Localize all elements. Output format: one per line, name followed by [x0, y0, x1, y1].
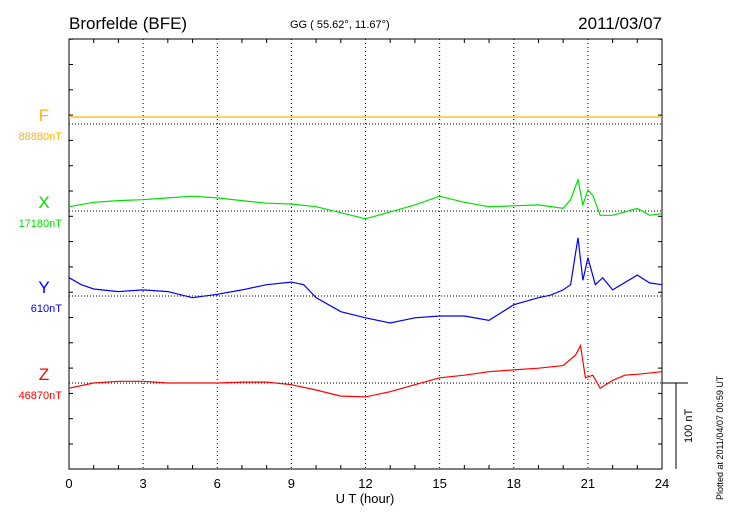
x-tick-label: 6 — [214, 476, 221, 491]
plotted-timestamp: Plotted at 2011/04/07 00:59 UT — [715, 375, 725, 500]
x-tick-label: 15 — [432, 476, 446, 491]
baseline-label-X: 17180nT — [19, 218, 63, 230]
x-tick-label: 9 — [288, 476, 295, 491]
x-tick-label: 0 — [65, 476, 72, 491]
baseline-label-F: 88880nT — [19, 131, 63, 143]
series-line-Z — [68, 343, 663, 398]
coords-label: GG ( 55.62°, 11.67°) — [290, 19, 390, 31]
x-tick-label: 12 — [358, 476, 372, 491]
x-axis-label: U T (hour) — [336, 491, 395, 506]
date-label: 2011/03/07 — [578, 14, 662, 33]
baseline-label-Z: 46870nT — [19, 390, 63, 402]
station-title: Brorfelde (BFE) — [69, 14, 187, 33]
baseline-label-Y: 610nT — [31, 303, 62, 315]
x-tick-label: 24 — [655, 476, 669, 491]
scale-bar-label: 100 nT — [683, 408, 695, 443]
series-name-X: X — [38, 193, 49, 212]
x-tick-label: 21 — [581, 476, 595, 491]
series-line-X — [68, 177, 663, 220]
series-name-Z: Z — [39, 365, 49, 384]
x-tick-label: 3 — [140, 476, 147, 491]
series-name-F: F — [39, 106, 49, 125]
x-tick-label: 18 — [507, 476, 521, 491]
series-line-Y — [68, 237, 663, 324]
series-name-Y: Y — [38, 278, 49, 297]
